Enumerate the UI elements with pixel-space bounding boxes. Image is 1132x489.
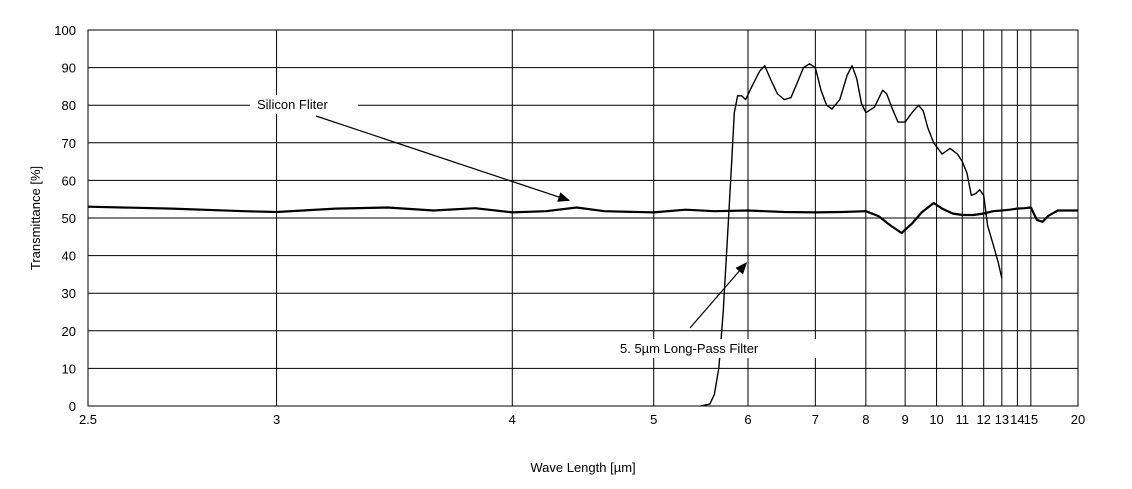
x-tick-label: 13 bbox=[995, 412, 1009, 427]
y-tick-label: 70 bbox=[62, 136, 76, 151]
x-tick-label: 2.5 bbox=[79, 412, 97, 427]
y-tick-label: 90 bbox=[62, 61, 76, 76]
y-tick-label: 20 bbox=[62, 324, 76, 339]
series-layer bbox=[87, 63, 1078, 407]
grid bbox=[87, 29, 1079, 407]
x-tick-label: 11 bbox=[956, 412, 970, 427]
x-tick-label: 12 bbox=[976, 412, 990, 427]
silicon-filter-line bbox=[87, 201, 1078, 235]
y-axis-title: Transmittance [%] bbox=[28, 166, 43, 270]
x-tick-label: 9 bbox=[902, 412, 909, 427]
x-tick-label: 3 bbox=[273, 412, 280, 427]
y-tick-label: 30 bbox=[62, 286, 76, 301]
x-tick-label: 8 bbox=[862, 412, 869, 427]
x-axis-title: Wave Length [µm] bbox=[530, 460, 635, 475]
y-tick-label: 40 bbox=[62, 249, 76, 264]
y-tick-label: 0 bbox=[69, 399, 76, 414]
long-pass-filter-label: 5. 5µm Long-Pass Filter bbox=[620, 341, 759, 356]
y-tick-label: 50 bbox=[62, 211, 76, 226]
y-tick-label: 10 bbox=[62, 361, 76, 376]
x-tick-label: 20 bbox=[1071, 412, 1085, 427]
silicon-filter-label-bg bbox=[250, 95, 358, 114]
y-tick-label: 80 bbox=[62, 98, 76, 113]
long-pass-filter-line bbox=[700, 63, 1003, 407]
plot-frame bbox=[87, 29, 1079, 407]
tick-labels: 2.5 3 4 5 6 7 8 9 10 11 12 13 14 15 20 0 10 20 30 40 50 60 70 8… bbox=[54, 23, 1085, 427]
x-tick-label: 10 bbox=[929, 412, 943, 427]
x-tick-label: 6 bbox=[744, 412, 751, 427]
x-tick-label: 5 bbox=[650, 412, 657, 427]
x-tick-label: 4 bbox=[509, 412, 516, 427]
x-tick-label: 7 bbox=[812, 412, 819, 427]
y-tick-label: 60 bbox=[62, 173, 76, 188]
silicon-filter-arrow bbox=[315, 115, 571, 202]
long-pass-filter-arrow bbox=[689, 262, 748, 329]
y-tick-label: 100 bbox=[54, 23, 76, 38]
long-pass-filter-label-bg bbox=[614, 339, 826, 358]
x-tick-label: 14 bbox=[1010, 412, 1024, 427]
annotations: Silicon Fliter 5. 5µm Long-Pass Filter bbox=[250, 95, 826, 358]
x-tick-label: 15 bbox=[1024, 412, 1038, 427]
silicon-filter-label: Silicon Fliter bbox=[257, 97, 328, 112]
